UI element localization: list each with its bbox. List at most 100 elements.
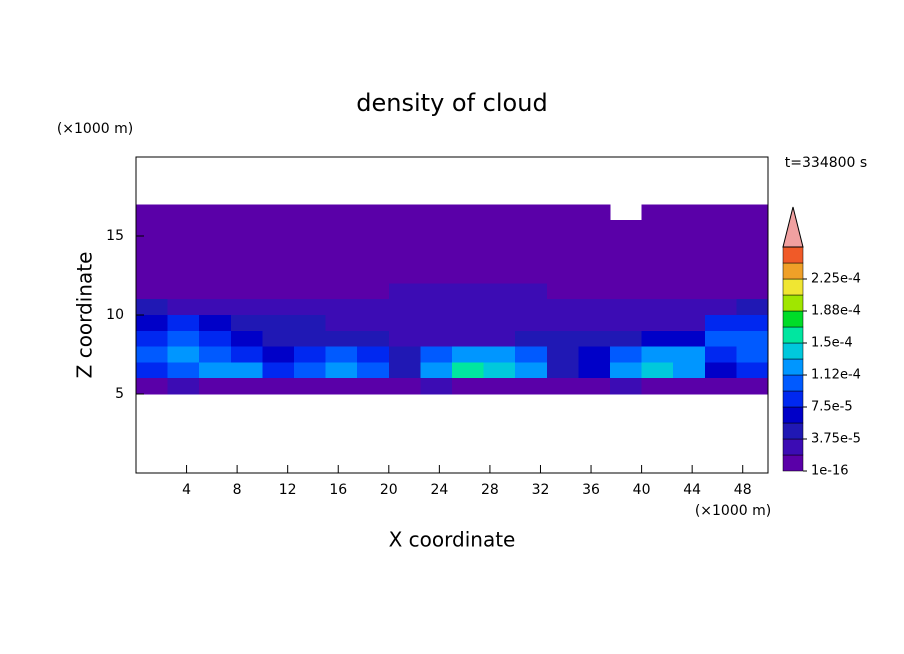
contour-cell [578,283,611,300]
colorbar-tick-label: 7.5e-5 [811,400,853,415]
contour-cell [136,299,169,316]
colorbar-band [782,422,804,440]
contour-cell [262,251,295,269]
contour-cell [199,330,232,348]
contour-cell [610,267,643,284]
contour-cell [420,299,453,316]
contour-cell [420,251,453,269]
contour-cell [294,315,327,332]
contour-cell [483,267,516,284]
contour-cell [578,204,611,221]
contour-cell [546,251,579,269]
contour-cell [294,236,327,253]
contour-cell [167,330,200,348]
x-tick-label: 36 [582,482,600,498]
contour-cell [515,315,548,332]
contour-cell [357,251,390,269]
contour-cell [167,267,200,284]
contour-cell [736,236,769,253]
contour-cell [578,378,611,395]
y-tick-label: 10 [106,307,124,323]
contour-cell [704,236,737,253]
contour-cell [673,378,706,395]
contour-cell [230,315,263,332]
contour-cell [136,346,169,363]
contour-cell [483,315,516,332]
contour-cell [420,346,453,363]
contour-cell [673,204,706,221]
time-label: t=334800 s [785,155,867,171]
contour-cell [357,236,390,253]
contour-cell [230,220,263,237]
contour-cell [167,362,200,379]
contour-cell [199,204,232,221]
contour-cell [610,236,643,253]
contour-cell [736,299,769,316]
contour-cell [262,204,295,221]
contour-cell [578,299,611,316]
contour-cell [578,236,611,253]
contour-cell [610,315,643,332]
contour-cell [199,220,232,237]
contour-cell [546,283,579,300]
contour-cell [610,346,643,363]
contour-cell [262,267,295,284]
contour-cell [199,378,232,395]
contour-cell [357,330,390,348]
colorbar-band [782,358,804,376]
contour-cell [388,220,421,237]
contour-cell [388,204,421,221]
contour-cell [736,204,769,221]
contour-cell [483,236,516,253]
contour-cell [452,330,485,348]
contour-cell [262,362,295,379]
x-tick-label: 28 [481,482,499,498]
contour-cell [515,251,548,269]
contour-cell [230,378,263,395]
contour-cell [136,220,169,237]
contour-cell [388,315,421,332]
contour-cell [357,204,390,221]
contour-cell [736,362,769,379]
contour-cell [641,220,674,237]
contour-cell [515,346,548,363]
contour-cell [167,220,200,237]
contour-cell [546,220,579,237]
contour-cell [452,204,485,221]
contour-cell [452,362,485,379]
contour-cell [483,362,516,379]
contour-cell [325,267,358,284]
contour-cell [357,220,390,237]
contour-cell [325,283,358,300]
contour-cell [515,330,548,348]
contour-cell [262,236,295,253]
contour-cell [230,299,263,316]
contour-cell [673,362,706,379]
contour-cell [136,204,169,221]
colorbar-band [782,390,804,408]
contour-cell [420,283,453,300]
contour-cell [673,220,706,237]
contour-cell [673,330,706,348]
contour-cell [357,346,390,363]
contour-cell [578,362,611,379]
contour-cell [546,204,579,221]
contour-cell [199,315,232,332]
contour-cell [325,346,358,363]
x-tick-label: 32 [532,482,550,498]
contour-cell [388,346,421,363]
contour-cell [546,346,579,363]
contour-cell [610,299,643,316]
contour-cell [704,283,737,300]
colorbar-band [782,262,804,280]
contour-cell [452,251,485,269]
contour-cell [167,346,200,363]
contour-cell [483,330,516,348]
contour-cell [452,220,485,237]
y-tick-label: 5 [115,386,124,402]
contour-cell [230,330,263,348]
contour-cell [610,220,643,237]
y-unit: (×1000 m) [57,121,133,137]
contour-cell [136,315,169,332]
contour-cell [641,378,674,395]
